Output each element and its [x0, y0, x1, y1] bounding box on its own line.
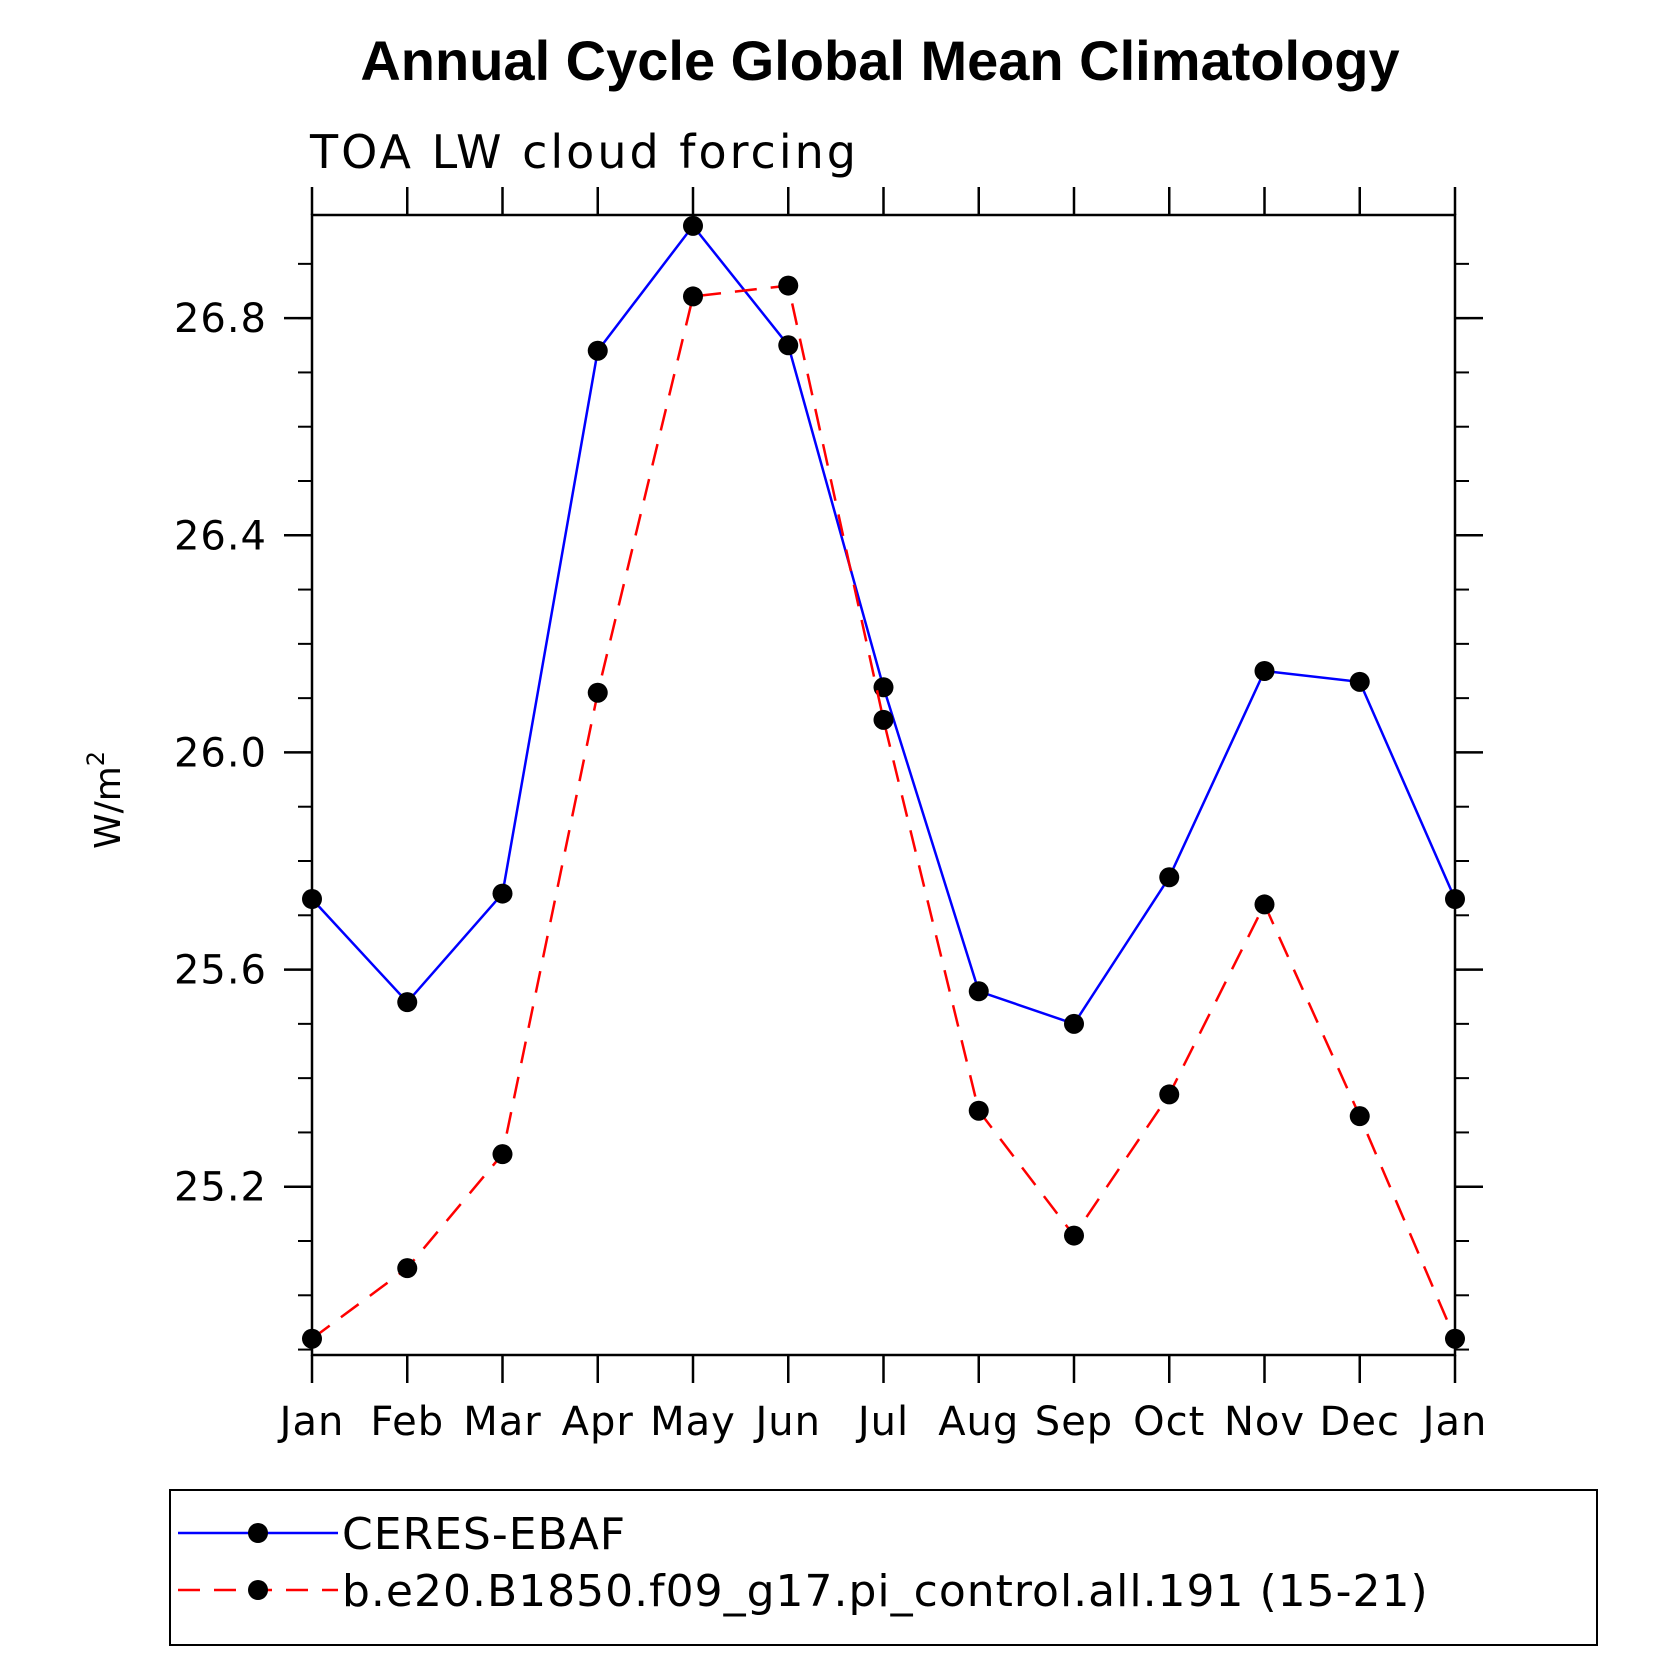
series-1 — [302, 275, 1465, 1349]
legend-marker — [248, 1523, 268, 1543]
data-point — [397, 1258, 418, 1279]
data-point — [1064, 1225, 1084, 1246]
data-point — [1349, 671, 1370, 692]
data-point — [587, 340, 608, 361]
y-tick-label: 26.4 — [174, 513, 267, 559]
data-point — [492, 883, 513, 904]
plot-frame — [310, 213, 1457, 1357]
data-point — [1349, 1106, 1370, 1127]
tick-labels: Jan Feb Mar Apr May Jun Jul Aug Sep Oct Nov Dec Jan 2… — [174, 296, 1488, 1445]
data-point — [302, 1328, 322, 1349]
x-tick-label: Jul — [855, 1399, 909, 1445]
data-point — [778, 275, 799, 296]
data-point — [968, 981, 989, 1002]
data-point — [968, 1100, 989, 1121]
data-point — [1445, 1328, 1465, 1349]
x-tick-label: Feb — [370, 1399, 444, 1445]
x-tick-label: Nov — [1224, 1399, 1305, 1445]
x-tick-label: Apr — [562, 1399, 634, 1445]
x-tick-label: Jan — [277, 1399, 345, 1445]
chart-subtitle: TOA LW cloud forcing — [309, 125, 859, 179]
legend-items: CERES-EBAF b.e20.B1850.f09_g17.pi_control… — [178, 1509, 1429, 1617]
series-0 — [302, 215, 1465, 1034]
y-tick-label: 26.0 — [174, 730, 267, 776]
y-tick-label: 25.2 — [174, 1165, 267, 1211]
data-point — [587, 682, 608, 703]
x-tick-label: Jun — [753, 1399, 822, 1445]
legend-item-0: CERES-EBAF — [178, 1509, 626, 1560]
x-tick-label: Dec — [1320, 1399, 1400, 1445]
x-tick-label: Sep — [1035, 1399, 1113, 1445]
y-tick-label: 26.8 — [174, 296, 267, 342]
data-point — [1064, 1013, 1084, 1034]
x-tick-label: Aug — [938, 1399, 1019, 1445]
legend-frame — [169, 1489, 1598, 1646]
data-point — [492, 1144, 513, 1165]
data-point — [1445, 889, 1465, 909]
y-axis-label-superscript: 2 — [82, 751, 110, 766]
x-tick-label: May — [650, 1399, 736, 1445]
legend-marker — [248, 1580, 268, 1600]
legend: CERES-EBAF b.e20.B1850.f09_g17.pi_control… — [169, 1489, 1598, 1646]
x-tick-label: Mar — [463, 1399, 541, 1445]
legend-item-1: b.e20.B1850.f09_g17.pi_control.all.191 (… — [178, 1566, 1429, 1617]
data-point — [1254, 894, 1275, 915]
x-tick-label: Oct — [1133, 1399, 1205, 1445]
axis-ticks — [284, 187, 1483, 1383]
series-line — [311, 284, 1457, 1340]
data-point — [397, 992, 418, 1013]
y-axis-title: W/m2 — [82, 751, 129, 849]
x-tick-label: Jan — [1420, 1399, 1488, 1445]
data-point — [873, 677, 894, 698]
data-point — [302, 889, 322, 909]
data-point — [683, 286, 703, 307]
legend-label: b.e20.B1850.f09_g17.pi_control.all.191 (… — [342, 1566, 1429, 1617]
series-line — [311, 223, 1457, 1026]
data-point — [873, 709, 894, 730]
svg-text:W/m2: W/m2 — [82, 751, 129, 849]
chart-title: Annual Cycle Global Mean Climatology — [360, 29, 1399, 92]
legend-label: CERES-EBAF — [342, 1509, 626, 1560]
data-point — [1159, 867, 1180, 888]
data-point — [683, 215, 703, 236]
data-point — [1159, 1084, 1180, 1105]
data-point — [1254, 661, 1275, 681]
data-point — [778, 335, 799, 356]
series-layer — [302, 215, 1465, 1349]
y-tick-label: 25.6 — [174, 948, 267, 994]
y-axis-label: W/m — [88, 766, 129, 849]
